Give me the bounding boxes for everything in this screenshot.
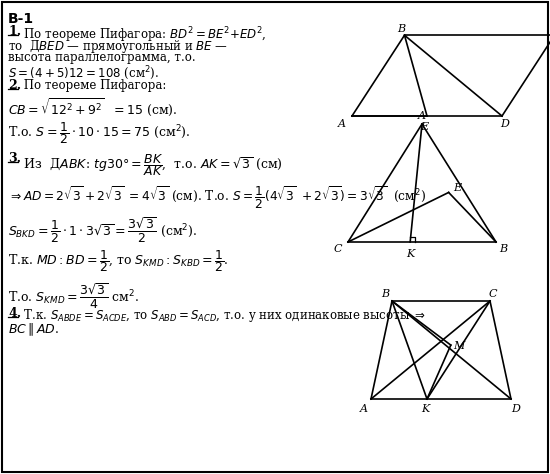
Text: A: A [360,404,368,414]
Text: A: A [338,118,345,128]
Text: D: D [511,404,520,414]
Text: $BC\parallel AD$.: $BC\parallel AD$. [8,321,59,337]
Text: B: B [381,289,389,299]
Text: Т.о. $S_{KMD}=\dfrac{3\sqrt{3}}{4}$ см$^2$.: Т.о. $S_{KMD}=\dfrac{3\sqrt{3}}{4}$ см$^… [8,281,140,310]
Text: высота параллелограмма, т.о.: высота параллелограмма, т.о. [8,51,196,64]
Text: Т.к. $MD:BD=\dfrac{1}{2}$, то $S_{KMD}:S_{KBD}=\dfrac{1}{2}$.: Т.к. $MD:BD=\dfrac{1}{2}$, то $S_{KMD}:S… [8,248,229,274]
Text: 1.: 1. [8,25,21,38]
Text: $CB = \sqrt{12^2+9^2}\ \ = 15$ (см).: $CB = \sqrt{12^2+9^2}\ \ = 15$ (см). [8,96,178,118]
Text: K: K [421,404,430,414]
Text: C: C [333,244,342,254]
Text: Из  Д$ABK$: $tg30°=\dfrac{BK}{AK}$,  т.о. $AK=\sqrt{3}$ (см): Из Д$ABK$: $tg30°=\dfrac{BK}{AK}$, т.о. … [20,152,283,178]
Text: B-1: B-1 [8,12,34,26]
Text: $S_{BKD}=\dfrac{1}{2}\cdot 1\cdot 3\sqrt{3}=\dfrac{3\sqrt{3}}{2}$ (см$^2$).: $S_{BKD}=\dfrac{1}{2}\cdot 1\cdot 3\sqrt… [8,215,197,245]
Text: A: A [418,111,426,121]
Text: B: B [499,244,508,254]
Text: M: M [454,341,465,351]
Text: Т.о. $S = \dfrac{1}{2}\cdot 10\cdot 15 = 75$ (см$^2$).: Т.о. $S = \dfrac{1}{2}\cdot 10\cdot 15 =… [8,120,190,146]
Text: E: E [453,182,461,193]
Text: $\Rightarrow AD{=}2\sqrt{3}+2\sqrt{3}\ =4\sqrt{3}$ (см). Т.о. $S=\dfrac{1}{2}(4\: $\Rightarrow AD{=}2\sqrt{3}+2\sqrt{3}\ =… [8,185,426,211]
Text: По теореме Пифагора:: По теореме Пифагора: [20,79,166,92]
Text: 2.: 2. [8,79,21,92]
Text: $S = (4 + 5)12 = 108$ (см$^2$).: $S = (4 + 5)12 = 108$ (см$^2$). [8,64,159,82]
Text: E: E [420,122,428,132]
Text: 4.: 4. [8,307,21,320]
Text: 3.: 3. [8,152,21,165]
Text: C: C [488,289,497,299]
Text: то  Д$BED$ — прямоугольный и $BE$ —: то Д$BED$ — прямоугольный и $BE$ — [8,38,228,55]
Text: K: K [406,249,414,259]
Text: B: B [398,24,405,34]
Text: Т.к. $S_{ABDE}{=}S_{ACDE}$, то $S_{ABD}{=}S_{ACD}$, т.о. у них одинаковые высоты: Т.к. $S_{ABDE}{=}S_{ACDE}$, то $S_{ABD}{… [20,307,426,324]
Text: По теореме Пифагора: $BD^2{=}BE^2{+}ED^2$,: По теореме Пифагора: $BD^2{=}BE^2{+}ED^2… [20,25,267,45]
Text: D: D [500,118,509,128]
